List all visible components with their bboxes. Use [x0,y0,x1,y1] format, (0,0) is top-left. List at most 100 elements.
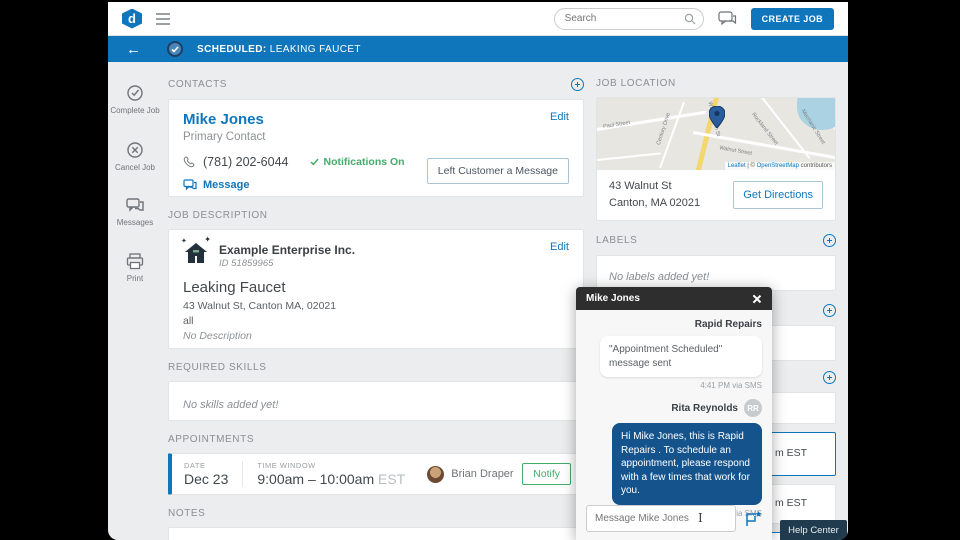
appointment-date: DATE Dec 23 [184,461,228,487]
add-contact-icon[interactable] [571,78,584,91]
create-job-button[interactable]: CREATE JOB [750,7,834,30]
address-line1: 43 Walnut St [609,180,672,192]
top-header: d CREATE JOB [108,2,848,36]
company-house-icon [181,235,211,265]
map[interactable]: Paul Street Century Drive Washington St … [597,98,835,170]
back-arrow-icon[interactable]: ← [126,40,141,58]
print-icon [126,253,144,270]
date-value: Dec 23 [184,471,229,487]
add-estimate-icon[interactable] [823,304,836,318]
job-description-card: Example Enterprise Inc. ID 51859965 Edit… [168,229,584,349]
technician-name: Brian Draper [451,468,514,480]
chat-message-input[interactable] [586,505,736,532]
appointment-time-window: TIME WINDOW 9:00am – 10:00am EST [257,461,405,487]
company-name: Example Enterprise Inc. [219,243,356,257]
check-icon [310,158,320,166]
contact-phone[interactable]: (781) 202-6044 [203,155,289,169]
search-input[interactable] [553,7,704,30]
street-label: Paul Street [602,119,631,131]
close-icon[interactable] [752,294,762,304]
skills-empty-state: No skills added yet! [183,399,279,411]
sender-avatar: RR [744,399,762,417]
chat-title: Mike Jones [586,293,640,304]
sidebar-item-cancel-job[interactable]: Cancel Job [115,141,155,172]
scheduled-check-icon [167,41,183,57]
labels-header-label: LABELS [596,235,638,247]
message-link[interactable]: Message [203,179,250,191]
job-location-section-header: JOB LOCATION [596,78,836,89]
technician: Brian Draper [427,465,514,483]
sidebar-item-messages[interactable]: Messages [117,198,153,227]
search-icon [684,13,696,24]
sidebar-item-print[interactable]: Print [126,253,144,283]
search-box [553,7,704,30]
appointment-card[interactable]: DATE Dec 23 TIME WINDOW 9:00am – 10:00am… [168,453,584,495]
hamburger-menu-icon[interactable] [156,12,170,25]
notifications-label: Notifications On [323,156,405,168]
scheduled-time-fragment: m EST [775,447,808,460]
contact-card: Mike Jones Edit Primary Contact (781) 20… [168,99,584,197]
send-scheduled-message-icon[interactable] [745,510,762,527]
chat-header[interactable]: Mike Jones [576,287,772,310]
labels-section-header: LABELS [596,234,836,248]
chat-message-outbound: "Appointment Scheduled" message sent [600,336,762,377]
date-label: DATE [184,461,206,470]
rail-label: Messages [116,218,154,227]
map-attribution: Leaflet | © OpenStreetMap contributors [724,162,835,170]
app-window: d CREATE JOB ← SCHEDULED: LEAKING FAUCET… [108,2,848,540]
contacts-header-label: CONTACTS [168,79,228,90]
contact-name[interactable]: Mike Jones [183,111,264,128]
job-no-description: No Description [183,330,252,342]
job-description-section-header: JOB DESCRIPTION [168,210,584,221]
osm-link[interactable]: OpenStreetMap [756,163,799,169]
edit-job-link[interactable]: Edit [550,241,569,253]
complete-job-icon [127,85,143,101]
chat-message-blue: Hi Mike Jones, this is Rapid Repairs . T… [612,423,762,505]
appointments-header-label: APPOINTMENTS [168,434,255,445]
sidebar-item-complete-job[interactable]: Complete Job [110,84,160,115]
required-skills-header-label: REQUIRED SKILLS [168,362,267,373]
notify-button[interactable]: Notify [522,463,571,485]
location-address: 43 Walnut St Canton, MA 02021 [609,178,700,212]
address-line2: Canton, MA 02021 [609,197,701,210]
edit-contact-link[interactable]: Edit [550,111,569,123]
left-customer-message-button[interactable]: Left Customer a Message [426,158,569,184]
help-center-button[interactable]: Help Center [780,520,847,540]
chat-bubbles-icon[interactable] [718,10,737,27]
time-value: 9:00am – 10:00am [257,471,375,487]
required-skills-card: No skills added yet! [168,381,584,421]
add-label-icon[interactable] [823,234,836,248]
messages-icon [125,198,144,212]
job-location-header-label: JOB LOCATION [596,78,676,89]
message-icon [183,179,197,191]
cancel-job-icon [127,142,143,158]
contacts-section-header: CONTACTS [168,78,584,91]
rail-label: Complete Job [110,106,160,115]
rail-label: Cancel Job [114,163,156,172]
required-skills-section-header: REQUIRED SKILLS [168,362,584,373]
job-location-card: Paul Street Century Drive Washington St … [596,97,836,222]
dispatch-logo-icon[interactable]: d [122,8,142,29]
street-label: Walnut Street [718,145,753,157]
company-id: ID 51859965 [219,258,274,269]
phone-icon [183,156,195,168]
leaflet-link[interactable]: Leaflet [727,163,746,169]
labels-card: No labels added yet! [596,255,836,292]
add-item-icon[interactable] [823,371,836,385]
chat-sender: Rapid Repairs [694,319,762,330]
technician-avatar [427,465,445,483]
job-status-title: SCHEDULED: LEAKING FAUCET [197,44,361,55]
job-status-bar: ← SCHEDULED: LEAKING FAUCET [108,36,848,62]
action-rail: Complete Job Cancel Job Messages Print [108,62,162,540]
job-status: SCHEDULED: [197,43,267,55]
job-title: LEAKING FAUCET [266,43,361,55]
job-meta: all [183,315,194,327]
get-directions-button[interactable]: Get Directions [733,181,823,210]
notes-card: No notes added yet! [168,527,584,540]
chat-overlay: Mike Jones Rapid Repairs "Appointment Sc… [576,287,772,540]
notifications-status: Notifications On [310,156,405,168]
chat-timestamp: 4:41 PM via SMS [700,381,762,390]
notes-section-header: NOTES [168,508,584,519]
appointments-section-header: APPOINTMENTS [168,434,584,445]
